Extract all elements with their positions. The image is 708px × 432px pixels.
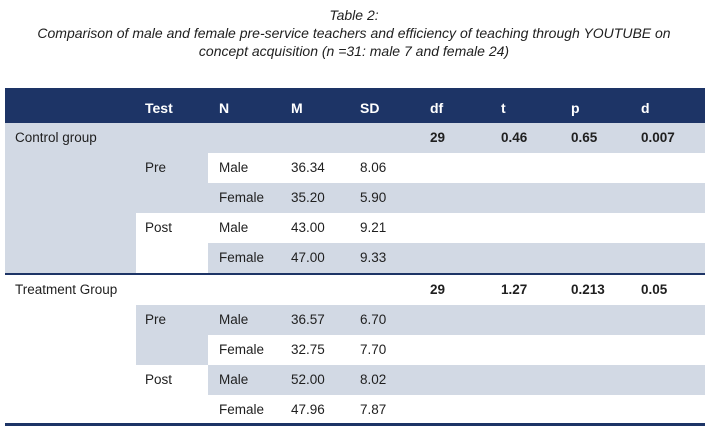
control-d: 0.007 (641, 130, 675, 145)
treatment-post-female-sd: 7.87 (360, 402, 387, 417)
treatment-post-male-n: Male (219, 372, 249, 387)
control-post-female-band (208, 243, 705, 273)
control-df: 29 (430, 130, 446, 145)
treatment-pre-label: Pre (145, 312, 167, 327)
control-pre-male-sd: 8.06 (360, 160, 387, 175)
treatment-df: 29 (430, 282, 446, 297)
treatment-d: 0.05 (641, 282, 668, 297)
treatment-p: 0.213 (571, 282, 605, 297)
control-p: 0.65 (571, 130, 598, 145)
control-divider (208, 213, 705, 214)
control-pre-band (136, 153, 208, 213)
control-pre-male-n: Male (219, 160, 249, 175)
control-group-label: Control group (15, 130, 97, 145)
control-group-row (5, 123, 705, 153)
control-post-male-n: Male (219, 220, 249, 235)
control-post-label: Post (145, 220, 173, 235)
treatment-t: 1.27 (501, 282, 528, 297)
treatment-pre-band (136, 305, 208, 365)
treatment-pre-male-sd: 6.70 (360, 312, 387, 327)
header-df: df (430, 100, 444, 116)
treatment-pre-female-m: 32.75 (291, 342, 325, 357)
control-pre-label: Pre (145, 160, 167, 175)
header-m: M (291, 100, 303, 116)
treatment-pre-male-m: 36.57 (291, 312, 325, 327)
header-t: t (501, 100, 506, 116)
table-top-rule (5, 88, 705, 92)
header-test: Test (145, 100, 173, 116)
treatment-post-male-band (208, 365, 705, 395)
treatment-post-male-m: 52.00 (291, 372, 325, 387)
treatment-post-female-m: 47.96 (291, 402, 325, 417)
treatment-pre-female-sd: 7.70 (360, 342, 387, 357)
header-sd: SD (360, 100, 380, 116)
header-d: d (641, 100, 650, 116)
treatment-post-male-sd: 8.02 (360, 372, 387, 387)
control-pre-female-n: Female (219, 190, 265, 205)
group-separator (5, 273, 705, 275)
control-post-female-m: 47.00 (291, 250, 325, 265)
control-pre-female-band (208, 183, 705, 213)
treatment-pre-female-n: Female (219, 342, 265, 357)
treatment-pre-male-band (208, 305, 705, 335)
control-t: 0.46 (501, 130, 528, 145)
caption-line-1: Comparison of male and female pre-servic… (37, 25, 671, 41)
control-pre-female-sd: 5.90 (360, 190, 387, 205)
control-pre-female-m: 35.20 (291, 190, 325, 205)
control-post-male-sd: 9.21 (360, 220, 387, 235)
header-n: N (219, 100, 230, 116)
table-bottom-rule (5, 423, 705, 426)
table-caption: Table 2: Comparison of male and female p… (0, 6, 708, 60)
header-p: p (571, 100, 580, 116)
caption-line-2: concept acquisition (n =31: male 7 and f… (198, 43, 510, 59)
treatment-post-female-n: Female (219, 402, 265, 417)
table-header-row: Test N M SD df t p d (5, 92, 705, 123)
control-post-male-m: 43.00 (291, 220, 325, 235)
control-group-label-band (5, 153, 136, 273)
treatment-post-label: Post (145, 372, 173, 387)
control-post-female-sd: 9.33 (360, 250, 387, 265)
control-pre-male-m: 36.34 (291, 160, 325, 175)
treatment-group-label: Treatment Group (15, 282, 118, 297)
control-post-female-n: Female (219, 250, 265, 265)
treatment-pre-male-n: Male (219, 312, 249, 327)
table-number: Table 2: (329, 7, 379, 23)
